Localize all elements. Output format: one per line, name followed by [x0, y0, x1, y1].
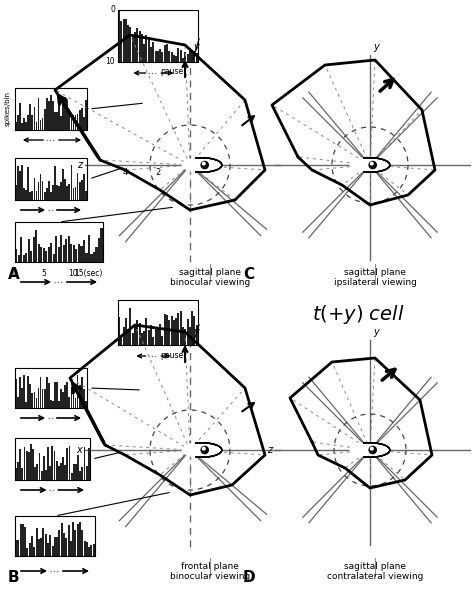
Text: 10: 10: [68, 269, 78, 278]
Circle shape: [202, 162, 205, 165]
Text: pause: pause: [160, 350, 183, 359]
Text: y: y: [193, 327, 199, 337]
Text: 5: 5: [42, 269, 46, 278]
Text: $t(+y)$ cell: $t(+y)$ cell: [312, 304, 404, 327]
Circle shape: [371, 162, 373, 165]
Text: 0: 0: [110, 5, 115, 14]
Ellipse shape: [350, 443, 390, 457]
Circle shape: [369, 447, 376, 454]
Text: z: z: [267, 445, 272, 455]
Text: spikes/bin: spikes/bin: [5, 91, 11, 127]
Circle shape: [201, 162, 208, 169]
Text: B: B: [8, 570, 19, 585]
Text: A: A: [8, 267, 20, 282]
Text: 4: 4: [122, 168, 128, 177]
Text: 10: 10: [105, 58, 115, 67]
Text: y: y: [193, 42, 199, 52]
Circle shape: [371, 447, 373, 450]
Text: y: y: [373, 42, 379, 52]
Circle shape: [369, 162, 376, 169]
Text: pause: pause: [160, 68, 183, 77]
Ellipse shape: [182, 158, 222, 172]
Text: sagittal plane
ipsilateral viewing: sagittal plane ipsilateral viewing: [334, 268, 417, 287]
Circle shape: [202, 447, 205, 450]
Text: 2: 2: [155, 168, 161, 177]
Text: z: z: [77, 160, 82, 170]
Circle shape: [201, 447, 208, 454]
Text: y: y: [373, 327, 379, 337]
Text: 15(sec): 15(sec): [74, 269, 103, 278]
Text: x: x: [76, 445, 82, 455]
Text: frontal plane
binocular viewing: frontal plane binocular viewing: [170, 562, 250, 582]
Text: z: z: [473, 160, 474, 170]
Text: sagittal plane
binocular viewing: sagittal plane binocular viewing: [170, 268, 250, 287]
Text: C: C: [243, 267, 254, 282]
Ellipse shape: [350, 158, 390, 172]
Ellipse shape: [182, 443, 222, 457]
Text: 0: 0: [13, 269, 18, 278]
Text: sagittal plane
contralateral viewing: sagittal plane contralateral viewing: [327, 562, 423, 582]
Text: D: D: [243, 570, 255, 585]
